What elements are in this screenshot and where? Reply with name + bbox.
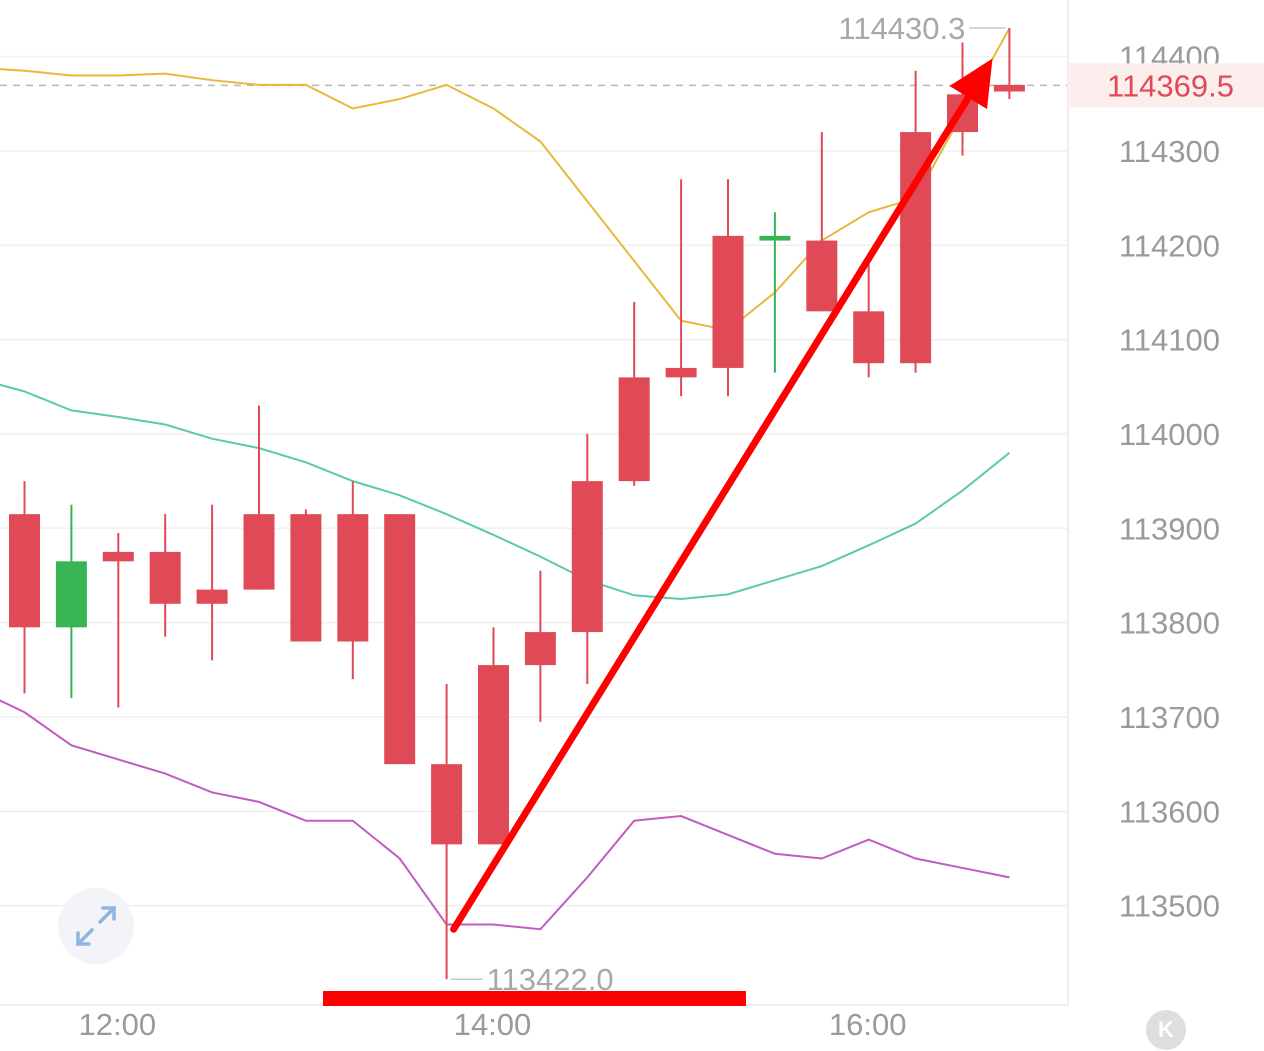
candle-body <box>55 561 87 628</box>
x-tick-label: 14:00 <box>454 1007 532 1042</box>
candle-body <box>618 377 650 482</box>
x-tick-label: 12:00 <box>79 1007 157 1042</box>
candle-body <box>524 632 556 666</box>
x-tick-label: 16:00 <box>829 1007 907 1042</box>
candle-body <box>478 665 509 845</box>
fullscreen-button[interactable] <box>58 888 134 964</box>
y-tick-label: 114100 <box>1119 323 1220 358</box>
candle[interactable] <box>853 264 885 378</box>
candle[interactable] <box>384 514 416 765</box>
trend-arrow-shaft <box>450 94 972 933</box>
expand-icon <box>76 906 116 946</box>
candle[interactable] <box>571 433 603 684</box>
bollinger-lower-line <box>0 699 1010 931</box>
candle[interactable] <box>806 132 838 312</box>
candle[interactable] <box>665 179 697 397</box>
y-tick-label: 113600 <box>1119 794 1220 829</box>
candle[interactable] <box>196 504 228 661</box>
candle-body <box>712 235 744 368</box>
candle[interactable] <box>712 179 744 397</box>
candle[interactable] <box>337 481 369 680</box>
candle-body <box>290 514 322 642</box>
candle[interactable] <box>290 509 322 642</box>
candle-body <box>571 481 603 633</box>
candle-body <box>243 514 275 590</box>
bollinger-upper-line <box>0 27 1011 332</box>
candle-body <box>337 514 369 642</box>
candle[interactable] <box>993 28 1025 100</box>
candle-body <box>665 367 697 378</box>
candle[interactable] <box>478 627 509 845</box>
candle-body <box>853 311 885 364</box>
candle-body <box>806 240 838 312</box>
y-tick-label: 113900 <box>1119 511 1220 546</box>
candle-body <box>759 235 791 241</box>
candle-body <box>9 514 40 628</box>
y-tick-label: 113800 <box>1119 606 1220 641</box>
candle[interactable] <box>243 405 275 590</box>
candle-body <box>431 764 463 845</box>
candle[interactable] <box>9 481 40 694</box>
trend-arrow-head <box>949 58 993 110</box>
candle-body <box>993 84 1025 92</box>
candle-body <box>149 551 181 604</box>
bollinger-middle-line <box>0 383 1011 601</box>
y-tick-label: 113500 <box>1119 889 1220 924</box>
candle[interactable] <box>524 570 556 722</box>
candle[interactable] <box>102 533 134 708</box>
y-tick-label: 113700 <box>1119 700 1220 735</box>
y-tick-label: 114300 <box>1119 134 1220 169</box>
candle-body <box>102 551 134 562</box>
candle[interactable] <box>759 212 791 373</box>
candle[interactable] <box>431 683 463 980</box>
high-price-label: 114430.3 <box>838 11 965 46</box>
candle[interactable] <box>55 504 87 699</box>
low-price-label: 113422.0 <box>487 962 614 997</box>
k-line-switch-button[interactable]: K <box>1146 1010 1186 1050</box>
current-price-tag <box>1068 63 1264 108</box>
current-price-label: 114369.5 <box>1107 68 1234 103</box>
candle[interactable] <box>618 301 650 486</box>
candle[interactable] <box>900 70 932 373</box>
candle[interactable] <box>149 514 181 637</box>
y-tick-label: 114000 <box>1119 417 1220 452</box>
y-tick-label: 114200 <box>1119 228 1220 263</box>
highlight-bar <box>323 991 746 1006</box>
candle-body <box>196 589 228 604</box>
candle-body <box>384 514 416 765</box>
price-axis-background <box>1068 0 1264 1005</box>
